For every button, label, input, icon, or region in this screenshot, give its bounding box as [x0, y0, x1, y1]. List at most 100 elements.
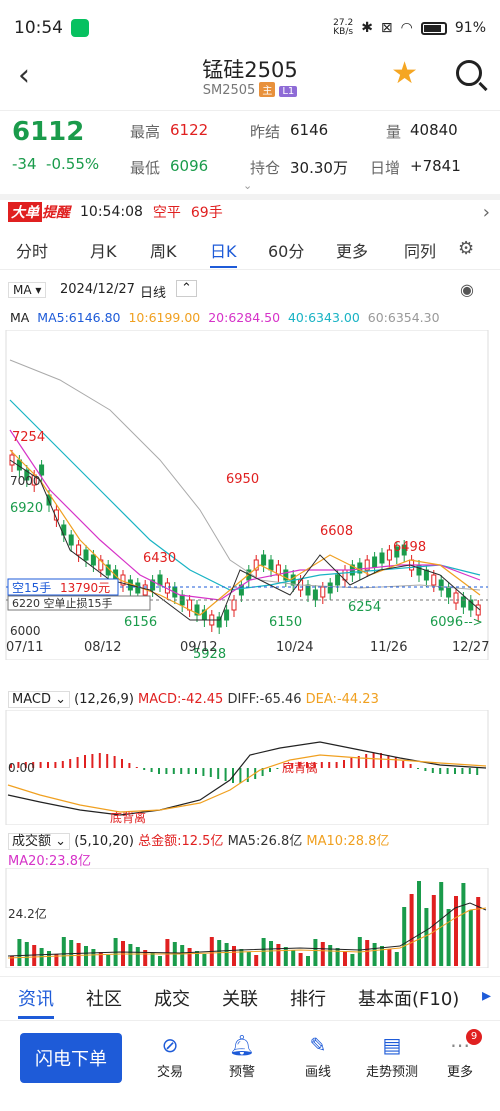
volume-bar [150, 953, 155, 966]
flash-order-button[interactable]: 闪电下单 [20, 1033, 122, 1083]
draw-line-button[interactable]: ✎ 画线 [288, 1033, 348, 1080]
clock: 10:54 [14, 18, 63, 38]
macd-bar [431, 768, 434, 773]
tab-news[interactable]: 资讯 [18, 985, 54, 1019]
tab-60min[interactable]: 60分 [268, 242, 305, 261]
high-value: 6122 [170, 121, 209, 139]
wechat-icon [71, 19, 89, 37]
indicator-label: MA [13, 283, 32, 297]
tab-peer[interactable]: 同列 [404, 242, 437, 261]
period-tabs: 分时 月K 周K 日K 60分 更多 同列 ⚙ [0, 230, 500, 270]
volume-bar [291, 950, 296, 966]
alert-lots: 69手 [190, 205, 223, 221]
favorite-star-icon[interactable]: ★ [391, 56, 418, 91]
tab-related[interactable]: 关联 [222, 989, 258, 1010]
trade-button[interactable]: ⊘ 交易 [140, 1033, 200, 1080]
ma-legend: MA MA5:6146.80 10:6199.00 20:6284.50 40:… [10, 310, 440, 325]
date-label: 11/26 [370, 640, 408, 655]
more-button[interactable]: ⋯ 更多 9 [430, 1029, 490, 1080]
collapse-chevron-icon[interactable]: ⌃ [176, 280, 197, 297]
bell-icon: 🔔︎ [229, 1033, 255, 1057]
candle-body [379, 552, 385, 564]
tab-fundamentals[interactable]: 基本面(F10) [358, 989, 460, 1010]
macd-bar [380, 753, 382, 768]
macd-bar [335, 762, 338, 768]
macd-bars-group [10, 753, 479, 783]
short-order-label: 空15手 [12, 581, 51, 595]
short-order-price: 13790元 [60, 581, 110, 595]
volume-bar [195, 951, 199, 966]
back-icon[interactable]: ‹ [18, 58, 30, 93]
price-6920-label: 6920 [10, 501, 43, 516]
search-icon[interactable] [456, 60, 482, 86]
macd-bar [106, 754, 109, 768]
candle-body [460, 596, 466, 608]
tab-weekly[interactable]: 周K [150, 242, 177, 261]
chevron-right-icon[interactable]: ▸ [482, 985, 492, 1006]
volume-params: (5,10,20) [74, 834, 134, 849]
last-price: 6112 [12, 117, 85, 147]
expand-chevron-icon[interactable]: ⌄ [243, 179, 253, 192]
volume-bar [335, 948, 340, 966]
low-value: 6096 [170, 157, 209, 175]
tab-daily[interactable]: 日K [210, 238, 237, 268]
macd-select[interactable]: MACD ⌄ [8, 691, 70, 708]
indicator-select[interactable]: MA ▾ [8, 282, 47, 298]
trend-forecast-button[interactable]: ▤ 走势预测 [362, 1033, 422, 1080]
ma-legend-title: MA [10, 310, 30, 325]
macd-bar [17, 762, 20, 768]
footer-toolbar: 闪电下单 ⊘ 交易 🔔︎ 预警 ✎ 画线 ▤ 走势预测 ⋯ 更多 9 [0, 1020, 500, 1111]
volume-select[interactable]: 成交额 ⌄ [8, 833, 71, 850]
candle-body [283, 569, 289, 581]
macd-chart[interactable]: 0.00 底背离 底背离 [0, 710, 500, 825]
annotation-6498: 6498 [393, 540, 426, 555]
date-axis: 07/11 08/12 09/12 10/24 11/26 12/27 [0, 640, 500, 660]
macd-bar [313, 762, 316, 768]
macd-bar [69, 759, 72, 768]
macd-bar [306, 762, 308, 768]
macd-bar [98, 753, 101, 768]
macd-bar [454, 768, 456, 774]
tab-trades[interactable]: 成交 [154, 989, 190, 1010]
stop-loss-label: 6220 空单止损15手 [12, 596, 113, 610]
volume-bar [61, 937, 66, 966]
macd-zero-label: 0.00 [8, 761, 35, 775]
volume-bar [365, 940, 370, 966]
tab-community[interactable]: 社区 [86, 989, 122, 1010]
alert-button[interactable]: 🔔︎ 预警 [212, 1033, 272, 1080]
volume-chart[interactable]: 24.2亿 [0, 868, 500, 968]
volume-bar [409, 894, 414, 966]
divergence-label-top: 底背离 [282, 760, 318, 775]
net-speed-unit: KB/s [333, 27, 354, 37]
macd-bar [76, 757, 79, 768]
gear-icon[interactable]: ⚙ [458, 238, 475, 259]
volume-bar [320, 942, 325, 966]
kline-chart[interactable]: 7254 7000 6920 6000 6950 6608 6498 6430 … [0, 330, 500, 660]
ma10-value: 10:6199.00 [128, 310, 201, 325]
big-order-alert[interactable]: 大单 提醒 10:54:08 空平 69手 › [0, 194, 500, 224]
high-label: 最高 [130, 123, 161, 141]
vol-ma10: MA10:28.8亿 [306, 834, 390, 849]
prev-settle-label: 昨结 [250, 123, 281, 141]
macd-bar [202, 768, 205, 776]
candle-body [327, 582, 333, 594]
volume-bar [306, 956, 310, 966]
candle-body [446, 586, 452, 598]
volume-bar [387, 949, 392, 966]
contract-code: SM2505 [202, 83, 256, 98]
eye-icon[interactable]: ◉ [460, 280, 474, 299]
tab-ranking[interactable]: 排行 [290, 989, 326, 1010]
macd-bar [180, 768, 183, 774]
volume-bar [54, 954, 59, 966]
tab-intraday[interactable]: 分时 [16, 242, 49, 261]
wifi-icon: ◠ [400, 20, 413, 36]
volume-bar [232, 946, 236, 966]
volume-bar [91, 949, 96, 966]
tab-monthly[interactable]: 月K [90, 242, 117, 261]
tab-more[interactable]: 更多 [336, 242, 369, 261]
candle-body [231, 599, 237, 611]
price-change: -34 -0.55% [12, 155, 99, 173]
macd-bar [468, 768, 471, 774]
candle-body [335, 574, 341, 586]
macd-bar [461, 768, 464, 774]
